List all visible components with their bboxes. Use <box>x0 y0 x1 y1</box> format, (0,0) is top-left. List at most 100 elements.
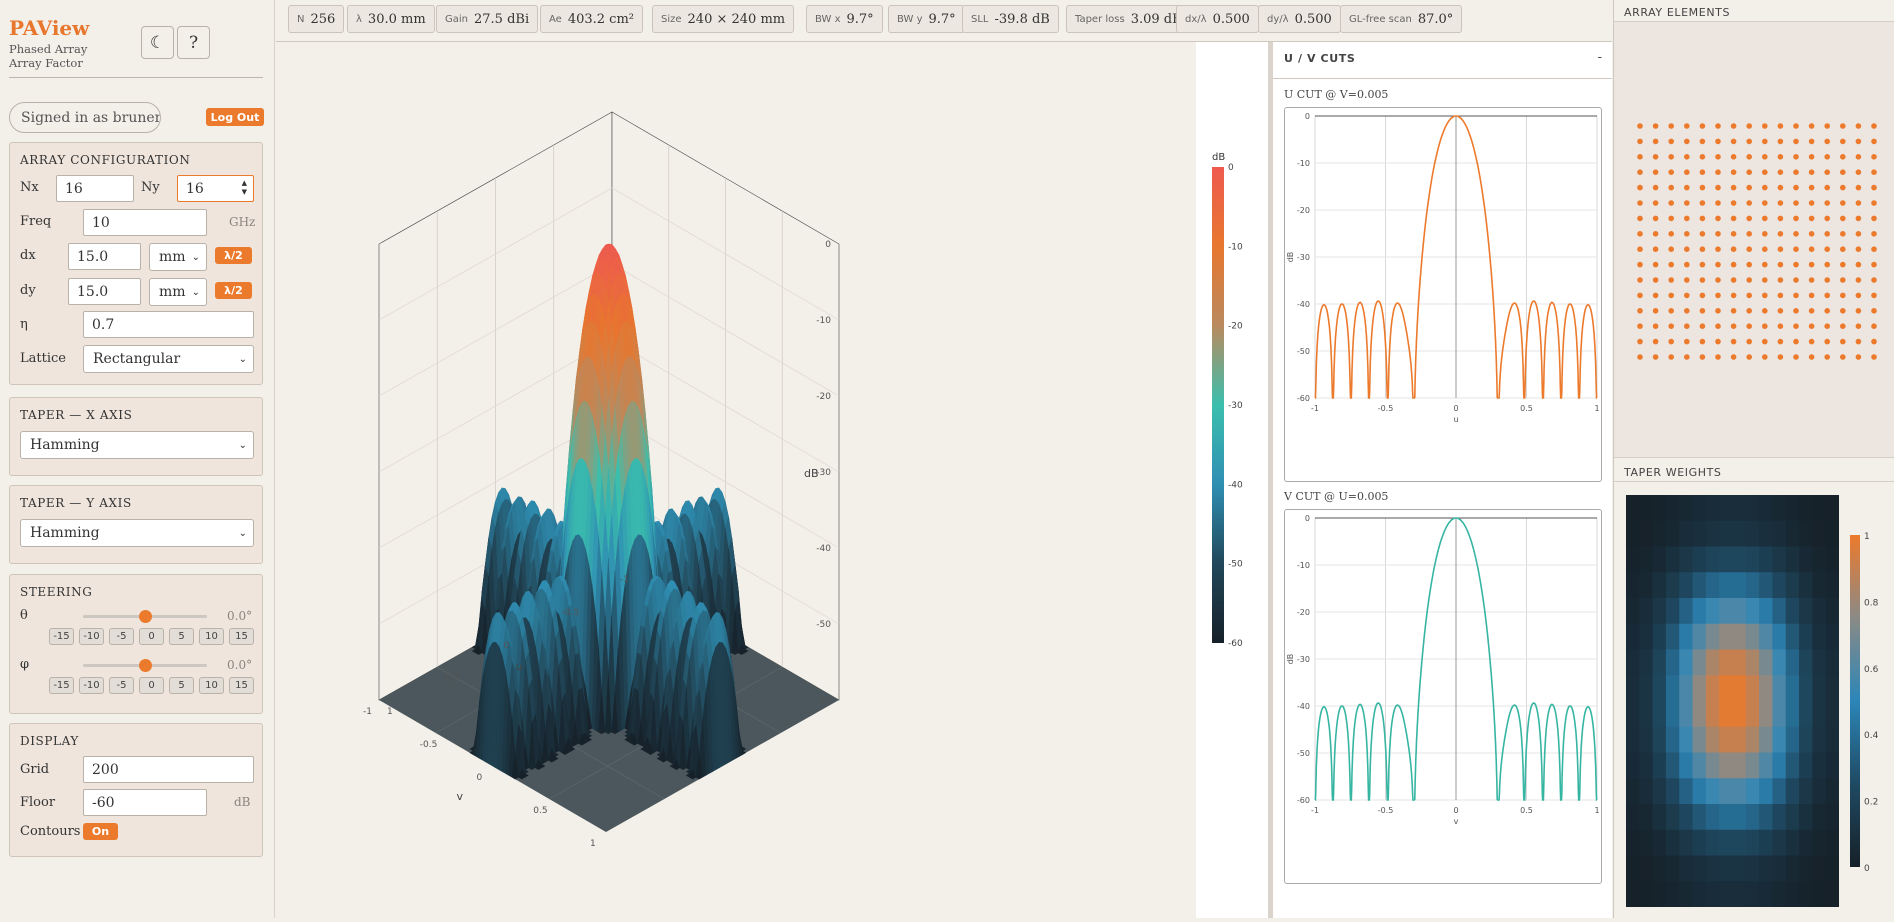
array-element-dot <box>1730 246 1737 252</box>
array-element-dot <box>1746 138 1752 145</box>
theta-slider[interactable] <box>83 610 207 623</box>
array-element-dot <box>1808 215 1815 222</box>
array-element-dot <box>1762 154 1768 160</box>
taper-cell <box>1665 726 1680 753</box>
pattern-3d-svg[interactable]: 0 -10 -20 -30 -40 -50 -60 dB -1 -0.5 0 0.5 1 u -1 -0.5 0… <box>276 42 1196 918</box>
taper-cell <box>1745 881 1760 908</box>
phi-preset-button[interactable]: -15 <box>49 677 74 694</box>
taper-cell <box>1679 546 1694 573</box>
taper-cell <box>1772 495 1787 522</box>
array-element-dot <box>1777 184 1784 191</box>
theta-preset-button[interactable]: 0 <box>139 628 164 645</box>
y-tick-label: -30 <box>1297 655 1310 664</box>
grid-input[interactable]: 200 <box>83 756 254 783</box>
array-element-dot <box>1637 123 1643 129</box>
cuts-collapse-button[interactable]: - <box>1597 50 1602 65</box>
colorbar-tick-label: 0 <box>1228 163 1234 173</box>
contours-label: Contours <box>20 824 81 839</box>
taper-cell <box>1652 726 1667 753</box>
phi-preset-button[interactable]: -5 <box>109 677 134 694</box>
array-element-dot <box>1871 261 1877 268</box>
v-cut-chart[interactable]: 0 -10 -20 -30 -40 -50 -60 -1 -0.5 0 0.5 1 dB v <box>1284 509 1602 884</box>
array-element-dot <box>1730 338 1737 345</box>
z-tick-label: -60 <box>816 696 831 706</box>
array-element-dot <box>1762 308 1768 314</box>
array-element-dot <box>1793 200 1799 206</box>
lattice-select[interactable]: Rectangular ⌄ <box>83 345 254 373</box>
colorbar-tick-label: -50 <box>1228 560 1243 570</box>
u-tick-label: 1 <box>387 707 393 717</box>
theta-preset-button[interactable]: 5 <box>169 628 194 645</box>
nx-input[interactable]: 16 <box>56 175 134 202</box>
taper-cell <box>1785 855 1800 882</box>
phi-preset-button[interactable]: 10 <box>199 677 224 694</box>
dy-input[interactable]: 15.0 <box>68 278 141 305</box>
array-element-dot <box>1840 169 1846 175</box>
taper-y-select[interactable]: Hamming ⌄ <box>20 519 254 547</box>
array-element-dot <box>1746 261 1752 268</box>
steering-panel: STEERING θ 0.0° -15 -10 -5 0 5 10 15 φ 0.0° -1… <box>9 574 263 714</box>
array-element-dot <box>1871 246 1877 252</box>
phi-preset-button[interactable]: -10 <box>79 677 104 694</box>
stepper-icon[interactable]: ▲ ▼ <box>241 179 247 196</box>
app-title: PAView <box>9 16 90 40</box>
array-element-dot <box>1871 338 1877 345</box>
help-button[interactable]: ? <box>177 26 210 59</box>
taper-cell <box>1772 701 1787 728</box>
u-tick-label: -1 <box>620 575 629 585</box>
colorbar-tick-label: -40 <box>1228 480 1243 490</box>
theta-preset-button[interactable]: 10 <box>199 628 224 645</box>
ny-input[interactable]: 16 ▲ ▼ <box>177 175 254 202</box>
dx-lambda-half-button[interactable]: λ/2 <box>215 247 252 264</box>
theta-slider-handle[interactable] <box>139 610 152 623</box>
theme-toggle-button[interactable]: ☾ <box>141 26 174 59</box>
dx-unit-select[interactable]: mm ⌄ <box>149 243 207 271</box>
taper-y-heading: TAPER — Y AXIS <box>20 496 132 510</box>
eta-input[interactable]: 0.7 <box>83 311 254 338</box>
taper-cell <box>1626 752 1640 779</box>
surface-facet <box>630 734 638 746</box>
phi-preset-button[interactable]: 0 <box>139 677 164 694</box>
taper-cell <box>1705 726 1720 753</box>
taper-cell <box>1665 778 1680 805</box>
logout-button[interactable]: Log Out <box>206 108 264 126</box>
array-element-dot <box>1793 169 1799 175</box>
divider <box>1273 78 1612 79</box>
grid-label: Grid <box>20 762 50 777</box>
chevron-down-icon: ⌄ <box>238 439 247 451</box>
dy-unit-select[interactable]: mm ⌄ <box>149 278 207 306</box>
array-element-dot <box>1730 308 1737 314</box>
array-element-dot <box>1855 154 1862 160</box>
stat-value: 0.500 <box>1294 11 1332 27</box>
array-element-dot <box>1762 354 1768 360</box>
theta-preset-button[interactable]: -10 <box>79 628 104 645</box>
phi-preset-button[interactable]: 15 <box>229 677 254 694</box>
array-element-dot <box>1668 261 1674 268</box>
dx-input[interactable]: 15.0 <box>68 243 141 270</box>
theta-preset-button[interactable]: -15 <box>49 628 74 645</box>
taper-colorbar-svg: 1 0.8 0.6 0.4 0.2 0 <box>1850 532 1879 874</box>
theta-preset-button[interactable]: 15 <box>229 628 254 645</box>
array-element-dot <box>1668 323 1674 330</box>
floor-input[interactable]: -60 <box>83 789 207 816</box>
taper-cell <box>1825 598 1840 625</box>
pattern-3d-plot[interactable]: 0 -10 -20 -30 -40 -50 -60 dB -1 -0.5 0 0.5 1 u -1 -0.5 0… <box>276 42 1196 918</box>
freq-input[interactable]: 10 <box>83 209 207 236</box>
phi-slider-handle[interactable] <box>139 659 152 672</box>
dx-unit-value: mm <box>159 249 186 265</box>
dy-lambda-half-button[interactable]: λ/2 <box>215 282 252 299</box>
array-element-dot <box>1637 354 1643 360</box>
phi-slider[interactable] <box>83 659 207 672</box>
taper-x-select[interactable]: Hamming ⌄ <box>20 431 254 459</box>
u-cut-chart[interactable]: 0 -10 -20 -30 -40 -50 -60 -1 -0.5 0 0.5 1 dB u <box>1284 107 1602 482</box>
panel-resize-handle[interactable] <box>1268 42 1273 918</box>
contours-toggle[interactable]: On <box>83 823 118 840</box>
array-element-dot <box>1855 323 1862 330</box>
taper-cell <box>1692 726 1707 753</box>
z-tick-label: -50 <box>816 620 831 630</box>
array-element-dot <box>1699 338 1706 345</box>
taper-cell <box>1679 675 1694 702</box>
phi-preset-button[interactable]: 5 <box>169 677 194 694</box>
theta-preset-button[interactable]: -5 <box>109 628 134 645</box>
array-element-dot <box>1871 200 1877 206</box>
